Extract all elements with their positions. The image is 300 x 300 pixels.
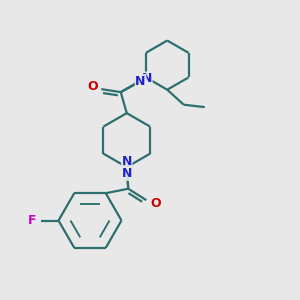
Text: F: F (28, 214, 36, 227)
Text: O: O (87, 80, 98, 93)
Text: N: N (122, 155, 132, 168)
Text: N: N (142, 72, 152, 85)
Text: N: N (122, 167, 132, 180)
Text: N: N (135, 74, 146, 88)
Text: O: O (150, 196, 160, 210)
